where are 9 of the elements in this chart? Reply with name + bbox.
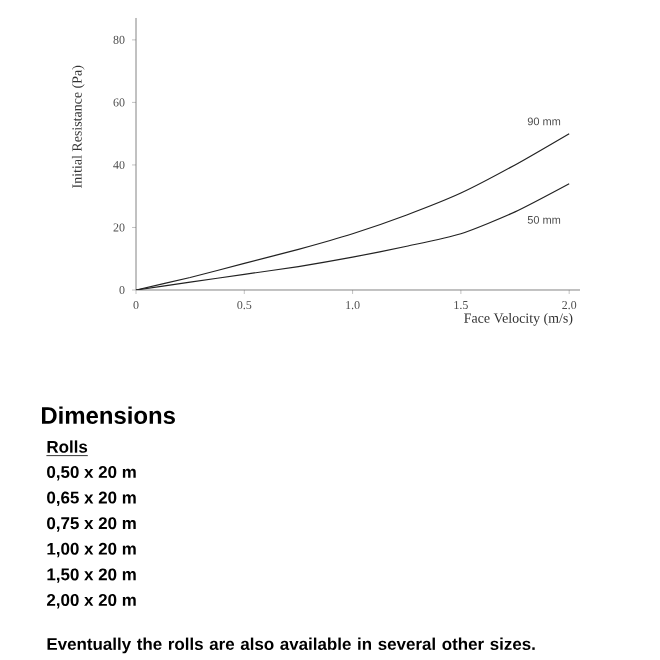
text: 1,00 x 20 m [47,542,136,558]
text: 0,50 x 20 m [47,466,136,481]
text: 0,65 x 20 m [47,491,136,507]
text: Rolls [47,440,88,453]
text: Eventually the rolls are also available in several other sizes. [47,637,535,654]
text: 0,75 x 20 m [47,517,136,532]
text: 2,00 x 20 m [46,594,136,609]
text: 1,50 x 20 m [47,568,136,583]
text: Dimensions [41,406,175,424]
